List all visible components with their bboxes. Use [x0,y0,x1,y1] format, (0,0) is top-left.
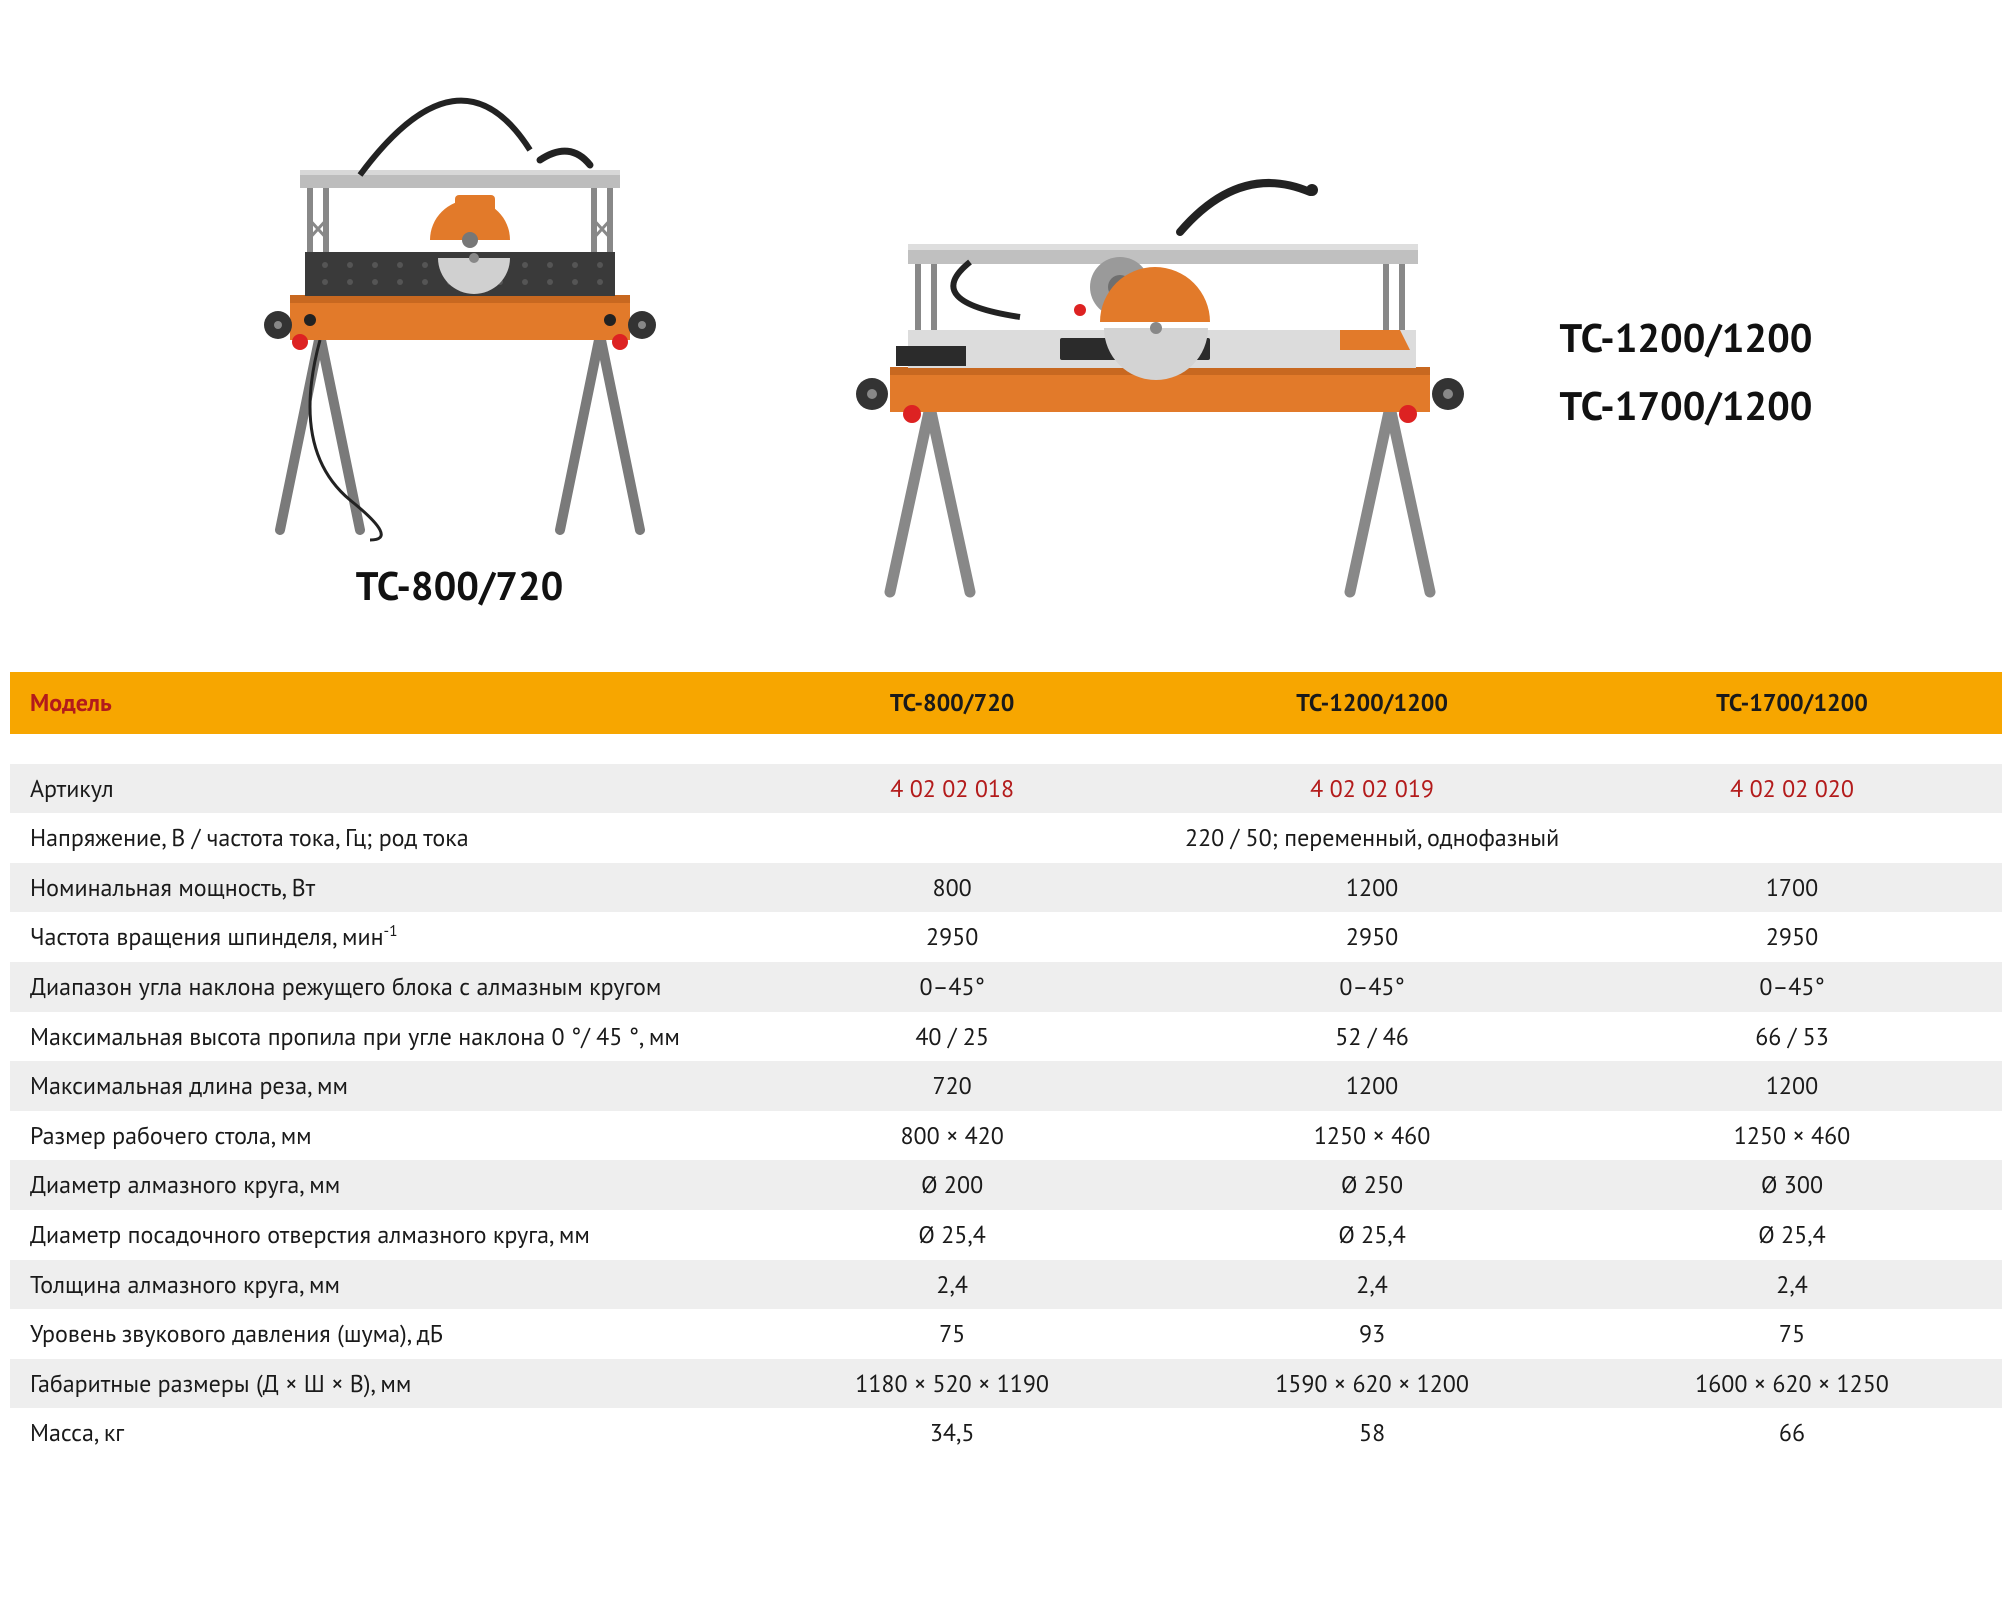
tile-saw-illustration-left [200,30,720,550]
spec-label: Габаритные размеры (Д × Ш × В), мм [10,1359,742,1409]
spec-label: Частота вращения шпинделя, мин-1 [10,912,742,962]
spec-value: 58 [1162,1408,1582,1458]
table-row: Диапазон угла наклона режущего блока с а… [10,962,2002,1012]
spec-value: 40 / 25 [742,1012,1162,1062]
spec-value: Ø 25,4 [742,1210,1162,1260]
spec-label: Масса, кг [10,1408,742,1458]
spec-value: 4 02 02 020 [1582,764,2002,814]
spec-label: Напряжение, В / частота тока, Гц; род то… [10,813,742,863]
spec-value: 1200 [1582,1061,2002,1111]
spec-value-span: 220 / 50; переменный, однофазный [742,813,2002,863]
spec-label: Максимальная высота пропила при угле нак… [10,1012,742,1062]
table-row: Размер рабочего стола, мм800 × 4201250 ×… [10,1111,2002,1161]
spec-value: Ø 25,4 [1162,1210,1582,1260]
spec-value: 0–45° [742,962,1162,1012]
table-row: Масса, кг34,55866 [10,1408,2002,1458]
product-label-left: ТС-800/720 [356,560,564,612]
spec-value: Ø 300 [1582,1160,2002,1210]
table-header-row: МодельТС-800/720ТС-1200/1200ТС-1700/1200 [10,672,2002,734]
spec-value: 2,4 [1582,1260,2002,1310]
spec-value: 1700 [1582,863,2002,913]
table-row: Напряжение, В / частота тока, Гц; род то… [10,813,2002,863]
spec-value: Ø 25,4 [1582,1210,2002,1260]
spec-value: 1180 × 520 × 1190 [742,1359,1162,1409]
table-row: Уровень звукового давления (шума), дБ759… [10,1309,2002,1359]
spec-value: 75 [742,1309,1162,1359]
spec-value: 4 02 02 019 [1162,764,1582,814]
spec-value: 2950 [1162,912,1582,962]
spec-label: Максимальная длина реза, мм [10,1061,742,1111]
spec-value: 4 02 02 018 [742,764,1162,814]
header-model-label: Модель [10,672,742,734]
spec-value: 66 [1582,1408,2002,1458]
spec-value: 2,4 [1162,1260,1582,1310]
table-row: Толщина алмазного круга, мм2,42,42,4 [10,1260,2002,1310]
spec-value: 1600 × 620 × 1250 [1582,1359,2002,1409]
table-row: Номинальная мощность, Вт80012001700 [10,863,2002,913]
header-col: ТС-800/720 [742,672,1162,734]
product-image-row: ТС-800/720 [10,10,2002,672]
spec-value: 1250 × 460 [1162,1111,1582,1161]
spec-value: 800 [742,863,1162,913]
spec-value: 1250 × 460 [1582,1111,2002,1161]
table-row: Максимальная высота пропила при угле нак… [10,1012,2002,1062]
table-row: Частота вращения шпинделя, мин-129502950… [10,912,2002,962]
spec-value: 52 / 46 [1162,1012,1582,1062]
spec-table: МодельТС-800/720ТС-1200/1200ТС-1700/1200… [10,672,2002,1458]
product-label-right-2: ТС-1700/1200 [1560,380,1813,432]
spec-value: 0–45° [1162,962,1582,1012]
spec-value: 1200 [1162,863,1582,913]
spec-label: Номинальная мощность, Вт [10,863,742,913]
header-col: ТС-1200/1200 [1162,672,1582,734]
product-label-right-1: ТС-1200/1200 [1560,312,1813,364]
spec-value: 93 [1162,1309,1582,1359]
product-left: ТС-800/720 [200,30,720,612]
spec-label: Артикул [10,764,742,814]
table-row: Габаритные размеры (Д × Ш × В), мм1180 ×… [10,1359,2002,1409]
table-row: Диаметр посадочного отверстия алмазного … [10,1210,2002,1260]
spacer-row [10,734,2002,764]
spec-value: 66 / 53 [1582,1012,2002,1062]
spec-label: Размер рабочего стола, мм [10,1111,742,1161]
table-row: Артикул4 02 02 0184 02 02 0194 02 02 020 [10,764,2002,814]
spec-value: 0–45° [1582,962,2002,1012]
spec-value: 75 [1582,1309,2002,1359]
spec-value: 800 × 420 [742,1111,1162,1161]
product-right: ТС-1200/1200 ТС-1700/1200 [800,132,1813,612]
spec-label: Диаметр посадочного отверстия алмазного … [10,1210,742,1260]
spec-value: 2950 [1582,912,2002,962]
table-row: Диаметр алмазного круга, ммØ 200Ø 250Ø 3… [10,1160,2002,1210]
spec-value: Ø 200 [742,1160,1162,1210]
spec-value: 1590 × 620 × 1200 [1162,1359,1582,1409]
spec-value: 2,4 [742,1260,1162,1310]
header-col: ТС-1700/1200 [1582,672,2002,734]
spec-value: 720 [742,1061,1162,1111]
spec-value: 34,5 [742,1408,1162,1458]
spec-label: Толщина алмазного круга, мм [10,1260,742,1310]
spec-value: Ø 250 [1162,1160,1582,1210]
spec-value: 2950 [742,912,1162,962]
spec-label: Диаметр алмазного круга, мм [10,1160,742,1210]
table-row: Максимальная длина реза, мм72012001200 [10,1061,2002,1111]
spec-label: Диапазон угла наклона режущего блока с а… [10,962,742,1012]
tile-saw-illustration-right [800,132,1520,612]
spec-value: 1200 [1162,1061,1582,1111]
spec-label: Уровень звукового давления (шума), дБ [10,1309,742,1359]
